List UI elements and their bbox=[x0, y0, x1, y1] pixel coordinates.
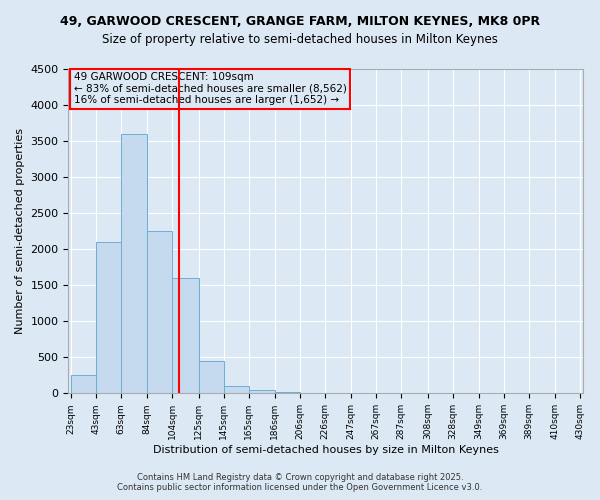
Bar bbox=[121, 134, 147, 394]
Text: Contains HM Land Registry data © Crown copyright and database right 2025.
Contai: Contains HM Land Registry data © Crown c… bbox=[118, 473, 482, 492]
Text: Size of property relative to semi-detached houses in Milton Keynes: Size of property relative to semi-detach… bbox=[102, 32, 498, 46]
Bar bbox=[199, 361, 224, 394]
Y-axis label: Number of semi-detached properties: Number of semi-detached properties bbox=[15, 128, 25, 334]
Bar bbox=[71, 376, 96, 394]
Bar bbox=[224, 386, 248, 394]
Text: 49, GARWOOD CRESCENT, GRANGE FARM, MILTON KEYNES, MK8 0PR: 49, GARWOOD CRESCENT, GRANGE FARM, MILTO… bbox=[60, 15, 540, 28]
Bar bbox=[147, 231, 172, 394]
Bar bbox=[96, 242, 121, 394]
Bar bbox=[275, 392, 300, 394]
X-axis label: Distribution of semi-detached houses by size in Milton Keynes: Distribution of semi-detached houses by … bbox=[152, 445, 499, 455]
Bar bbox=[248, 390, 275, 394]
Text: 49 GARWOOD CRESCENT: 109sqm
← 83% of semi-detached houses are smaller (8,562)
16: 49 GARWOOD CRESCENT: 109sqm ← 83% of sem… bbox=[74, 72, 346, 106]
Bar bbox=[172, 278, 199, 394]
